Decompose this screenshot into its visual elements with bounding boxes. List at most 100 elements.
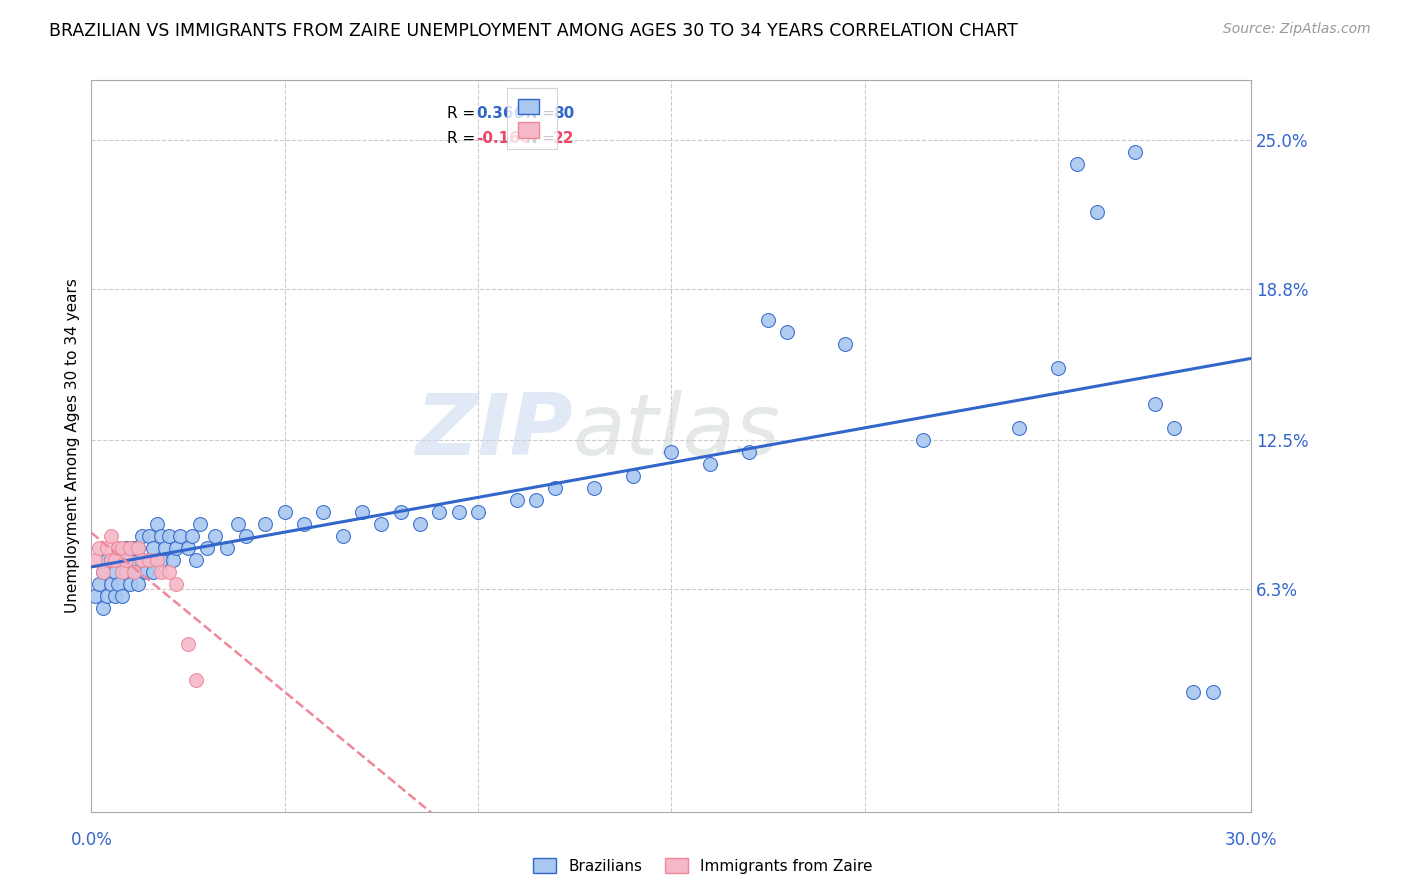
Point [157,529,180,543]
Point [352,505,374,519]
Point [84,589,107,603]
Point [104,565,127,579]
Point [756,313,779,327]
Point [122,541,145,555]
Point [1143,397,1166,411]
Point [84,553,107,567]
Point [659,445,682,459]
Point [166,541,188,555]
Point [96,553,118,567]
Point [96,589,118,603]
Point [120,553,141,567]
Point [115,553,138,567]
Point [389,505,412,519]
Point [184,673,207,687]
Point [138,553,160,567]
Point [142,541,165,555]
Point [149,553,172,567]
Point [135,565,156,579]
Point [162,553,184,567]
Text: 0.366: 0.366 [477,105,524,120]
Point [149,565,172,579]
Point [115,565,138,579]
Point [107,553,129,567]
Point [91,600,114,615]
Point [582,481,605,495]
Point [447,505,470,519]
Text: 80: 80 [553,105,574,120]
Point [177,637,200,651]
Point [1085,205,1108,219]
Point [544,481,567,495]
Point [235,529,257,543]
Point [157,565,180,579]
Point [195,541,219,555]
Text: N =: N = [526,131,560,146]
Point [273,505,295,519]
Point [166,577,188,591]
Point [138,529,160,543]
Point [834,337,856,351]
Point [91,565,114,579]
Point [204,529,226,543]
Point [100,577,122,591]
Point [100,553,122,567]
Text: BRAZILIAN VS IMMIGRANTS FROM ZAIRE UNEMPLOYMENT AMONG AGES 30 TO 34 YEARS CORREL: BRAZILIAN VS IMMIGRANTS FROM ZAIRE UNEMP… [49,22,1018,40]
Point [100,553,122,567]
Text: ZIP: ZIP [415,390,572,473]
Point [138,553,160,567]
Point [131,553,153,567]
Point [120,541,141,555]
Point [467,505,489,519]
Point [131,529,153,543]
Point [1125,145,1147,160]
Point [1046,361,1069,376]
Point [621,469,644,483]
Point [87,577,111,591]
Point [370,516,392,531]
Point [87,541,111,555]
Point [1201,685,1223,699]
Point [254,516,277,531]
Point [1182,685,1205,699]
Point [111,541,134,555]
Point [153,541,176,555]
Legend: , : , [508,88,557,149]
Point [111,565,134,579]
Point [188,516,211,531]
Point [100,529,122,543]
Point [107,577,129,591]
Point [169,529,191,543]
Point [215,541,238,555]
Text: R =: R = [447,105,481,120]
Point [180,529,202,543]
Legend: Brazilians, Immigrants from Zaire: Brazilians, Immigrants from Zaire [527,852,879,880]
Point [111,553,134,567]
Point [111,589,134,603]
Point [104,589,127,603]
Point [228,516,250,531]
Point [149,529,172,543]
Point [737,445,759,459]
Text: atlas: atlas [572,390,780,473]
Text: N =: N = [526,105,560,120]
Point [292,516,315,531]
Point [122,565,145,579]
Point [122,565,145,579]
Point [142,565,165,579]
Point [524,492,547,507]
Point [177,541,200,555]
Point [312,505,335,519]
Point [1163,421,1185,435]
Point [96,541,118,555]
Point [332,529,354,543]
Point [107,541,129,555]
Point [120,577,141,591]
Point [776,325,799,339]
Point [506,492,529,507]
Point [427,505,450,519]
Point [127,541,149,555]
Point [911,433,934,447]
Point [146,553,169,567]
Text: R =: R = [447,131,481,146]
